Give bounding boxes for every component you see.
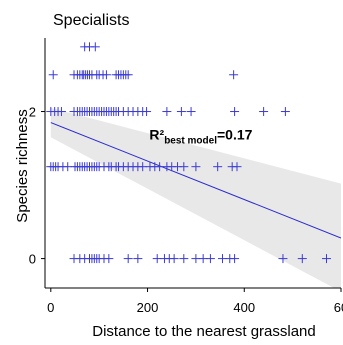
data-points <box>46 42 331 264</box>
data-point <box>169 254 179 264</box>
r-squared-annotation: R²best model=0.17 <box>149 126 252 146</box>
data-point <box>259 107 269 117</box>
y-tick-label: 0 <box>29 252 36 267</box>
annotation-suffix: =0.17 <box>217 126 253 142</box>
fit-line-group <box>50 122 341 239</box>
data-point <box>179 162 189 172</box>
confidence-band <box>50 107 341 288</box>
x-tick-label: 200 <box>137 300 159 315</box>
data-point <box>90 42 100 52</box>
data-point <box>179 254 189 264</box>
data-point <box>278 254 288 264</box>
confidence-band-area <box>50 107 341 288</box>
y-axis-label: Species richness <box>14 109 31 222</box>
annotation-subscript: best model <box>164 135 217 146</box>
data-point <box>142 107 152 117</box>
data-point <box>104 254 114 264</box>
chart-title: Specialists <box>53 12 129 29</box>
data-point <box>213 162 223 172</box>
data-point <box>123 70 133 80</box>
data-point <box>232 162 242 172</box>
data-point <box>123 254 133 264</box>
fit-line <box>50 122 341 239</box>
data-point <box>230 254 240 264</box>
x-tick-label: 60 <box>334 300 343 315</box>
data-point <box>191 162 201 172</box>
data-point <box>297 254 307 264</box>
y-tick-label: 2 <box>29 105 36 120</box>
data-point <box>56 107 66 117</box>
annotation-prefix: R² <box>149 126 164 142</box>
data-point <box>321 254 331 264</box>
data-point <box>176 107 186 117</box>
data-point <box>186 107 196 117</box>
data-point <box>229 70 239 80</box>
data-point <box>48 70 58 80</box>
data-point <box>280 107 290 117</box>
x-tick-label: 0 <box>47 300 54 315</box>
x-axis-ticks: 0 200 400 60 <box>47 288 343 315</box>
data-point <box>230 107 240 117</box>
data-point <box>162 107 172 117</box>
x-axis-label: Distance to the nearest grassland <box>92 323 315 340</box>
data-point <box>205 254 215 264</box>
y-axis-ticks: 02 <box>29 105 45 267</box>
data-point <box>133 254 143 264</box>
x-tick-label: 400 <box>233 300 255 315</box>
data-point <box>101 70 111 80</box>
